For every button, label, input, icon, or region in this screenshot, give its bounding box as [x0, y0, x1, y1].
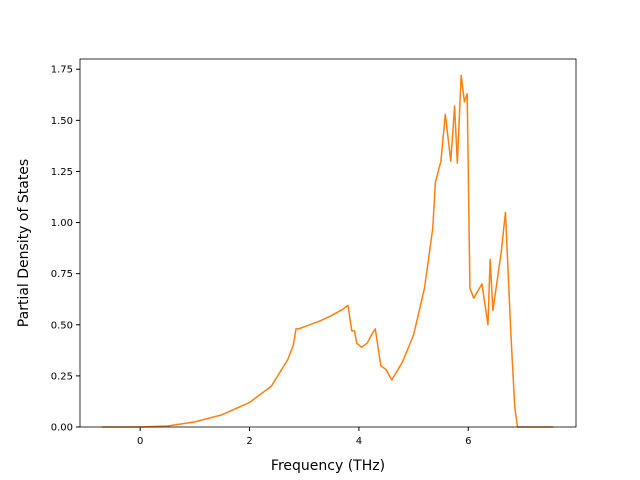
x-tick-label: 0	[137, 436, 143, 447]
y-tick-label: 0.00	[51, 423, 73, 434]
y-axis-label: Partial Density of States	[16, 159, 32, 327]
x-tick-label: 2	[246, 436, 252, 447]
y-tick-label: 0.50	[51, 320, 73, 331]
x-tick-label: 6	[465, 436, 471, 447]
y-tick-label: 0.25	[51, 371, 73, 382]
y-tick-label: 1.25	[51, 167, 73, 178]
line-series	[101, 74, 554, 428]
y-tick-label: 1.75	[51, 65, 73, 76]
x-axis-label: Frequency (THz)	[271, 458, 385, 474]
x-tick-label: 4	[356, 436, 362, 447]
y-tick-label: 0.75	[51, 269, 73, 280]
plot-frame	[79, 58, 577, 428]
y-tick-label: 1.50	[51, 116, 73, 127]
y-tick-label: 1.00	[51, 218, 73, 229]
